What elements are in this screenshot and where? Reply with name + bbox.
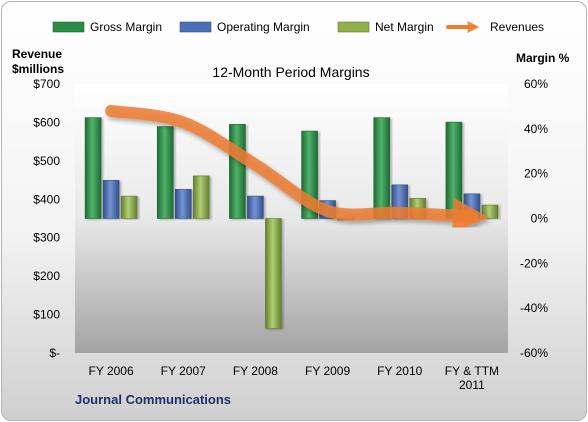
bar-gross-margin: [84, 117, 102, 219]
bar-operating-margin: [174, 189, 192, 219]
left-tick-label: $-: [49, 346, 60, 360]
bar-net-margin: [120, 195, 138, 219]
bar-net-margin: [265, 218, 282, 329]
category-label: FY 2008: [233, 364, 278, 378]
bar-gross-margin: [229, 124, 246, 219]
footer-company: Journal Communications: [75, 392, 231, 407]
left-tick-label: $700: [33, 77, 60, 91]
category-label: FY & TTM 2011: [445, 364, 499, 392]
right-tick-label: 60%: [524, 77, 548, 91]
chart-title: 12-Month Period Margins: [212, 64, 369, 80]
bar-gross-margin: [373, 117, 391, 219]
bar-net-margin: [192, 175, 210, 219]
left-tick-label: $300: [33, 231, 60, 245]
left-tick-label: $600: [33, 115, 60, 129]
right-axis-title: Margin %: [516, 51, 570, 65]
right-tick-label: 40%: [524, 122, 548, 136]
legend-label-revenues: Revenues: [490, 20, 544, 34]
legend: Gross Margin Operating Margin Net Margin…: [52, 20, 544, 34]
left-axis-title-line-2: $millions: [12, 62, 64, 76]
category-label: FY 2007: [161, 364, 206, 378]
right-tick-label: -40%: [520, 301, 548, 315]
category-label: FY 2010: [377, 364, 422, 378]
legend-label-net-margin: Net Margin: [375, 20, 434, 34]
revenue-line: [105, 104, 489, 234]
legend-label-gross-margin: Gross Margin: [90, 20, 162, 34]
left-tick-label: $100: [33, 308, 60, 322]
legend-swatch-operating-margin: [179, 21, 212, 33]
right-tick-label: 20%: [524, 167, 548, 181]
left-tick-label: $400: [33, 192, 60, 206]
bar-operating-margin: [247, 195, 264, 219]
bar-gross-margin: [445, 121, 463, 219]
legend-swatch-net-margin: [337, 21, 370, 33]
right-tick-label: -60%: [520, 346, 548, 360]
revenue-line-group: [105, 104, 489, 234]
category-label: FY 2009: [305, 364, 350, 378]
bar-net-margin: [481, 204, 499, 219]
legend-label-operating-margin: Operating Margin: [217, 20, 310, 34]
left-axis-tick-labels: $- $100 $200 $300 $400 $500 $600 $700: [33, 77, 60, 360]
legend-swatch-gross-margin: [52, 21, 85, 33]
bar-marks: [84, 117, 499, 329]
bar-operating-margin: [102, 180, 120, 219]
right-tick-label: -20%: [520, 256, 548, 270]
category-labels: FY 2006 FY 2007 FY 2008 FY 2009 FY 2010 FY & …: [89, 364, 500, 392]
left-tick-label: $200: [33, 269, 60, 283]
bar-gross-margin: [156, 126, 174, 219]
left-axis-title-line-1: Revenue: [12, 47, 62, 61]
right-axis-tick-labels: -60% -40% -20% 0% 20% 40% 60%: [520, 77, 548, 360]
right-tick-label: 0%: [531, 212, 549, 226]
category-label: FY 2006: [89, 364, 134, 378]
left-tick-label: $500: [33, 154, 60, 168]
